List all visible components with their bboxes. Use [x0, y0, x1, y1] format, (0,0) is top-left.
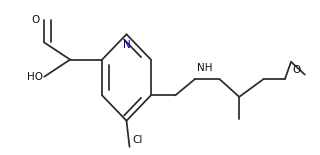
Text: NH: NH [196, 63, 212, 73]
Text: N: N [123, 40, 130, 50]
Text: HO: HO [27, 72, 43, 82]
Text: O: O [31, 15, 40, 25]
Text: O: O [292, 65, 301, 75]
Text: Cl: Cl [132, 135, 143, 145]
